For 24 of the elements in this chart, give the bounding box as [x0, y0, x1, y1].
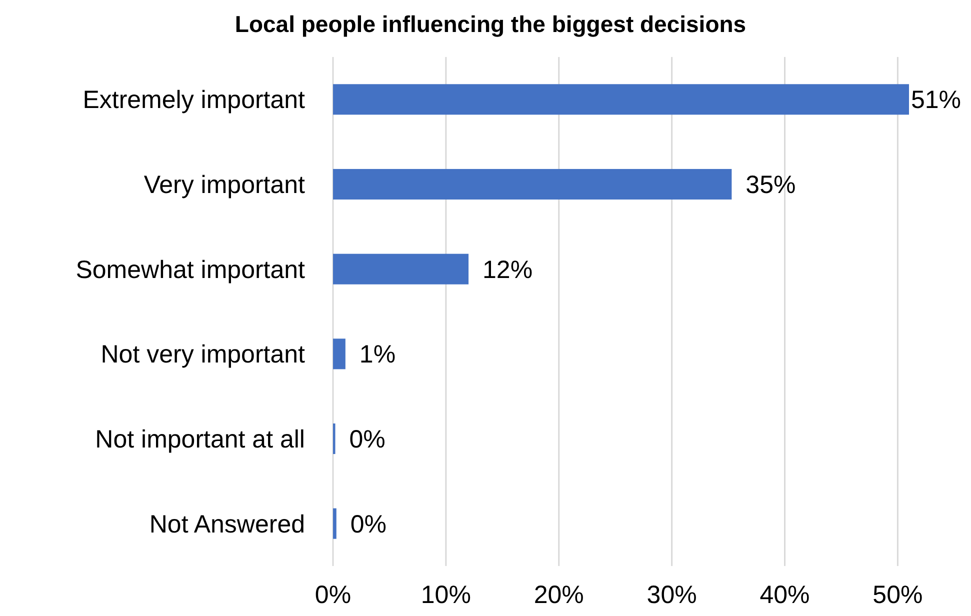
data-label: 0%: [350, 510, 387, 538]
y-tick-label: Extremely important: [82, 86, 306, 114]
chart-title: Local people influencing the biggest decisions: [234, 11, 746, 37]
data-label: 35%: [746, 171, 796, 199]
data-label: 12%: [482, 256, 533, 284]
x-tick-label: 20%: [534, 581, 584, 609]
y-tick-label: Not very important: [100, 340, 306, 369]
bar: [333, 508, 336, 539]
data-label: 0%: [349, 426, 386, 454]
x-tick-label: 30%: [646, 581, 697, 609]
data-label: 1%: [359, 340, 396, 369]
bar: [333, 254, 469, 284]
y-tick-label: Not Answered: [149, 510, 305, 538]
x-tick-label: 10%: [420, 581, 471, 609]
x-tick-label: 0%: [314, 581, 352, 609]
bar: [333, 84, 909, 115]
x-tick-label: 40%: [760, 581, 810, 609]
x-tick-label: 50%: [872, 581, 923, 609]
data-label: 51%: [911, 86, 962, 114]
bar: [333, 168, 732, 200]
bar: [333, 338, 346, 370]
y-tick-label: Very important: [144, 171, 306, 199]
y-tick-label: Somewhat important: [76, 256, 306, 284]
y-tick-label: Not important at all: [95, 426, 305, 454]
